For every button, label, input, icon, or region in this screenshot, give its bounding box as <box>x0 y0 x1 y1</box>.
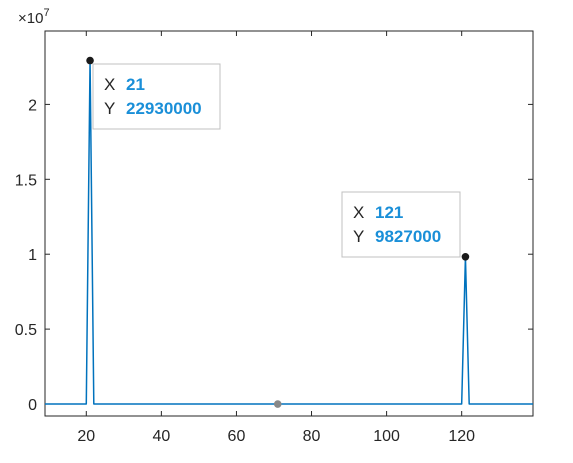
ticks-layer: 20 40 60 80 100 120 0 0.5 1 1.5 2 <box>15 31 533 445</box>
datatip-x-value: 21 <box>126 75 145 94</box>
x-tick-label: 80 <box>303 428 321 445</box>
markers-layer <box>86 56 470 408</box>
y-tick-label: 1 <box>28 247 37 264</box>
datatip-peak-2[interactable]: X 121 Y 9827000 <box>341 191 461 258</box>
y-exponent-power: 7 <box>43 7 49 19</box>
x-tick-label: 40 <box>152 428 170 445</box>
y-exponent-base: ×10 <box>18 10 43 27</box>
datatip-y-value: 9827000 <box>375 227 441 246</box>
datatip-x-key: X <box>104 75 115 94</box>
datatip-x-value: 121 <box>375 203 403 222</box>
x-tick-label: 120 <box>448 428 475 445</box>
datatip-y-key: Y <box>353 227 364 246</box>
datatip-y-key: Y <box>104 99 115 118</box>
y-tick-label: 0 <box>28 397 37 414</box>
y-tick-label: 1.5 <box>15 172 37 189</box>
y-tick-label: 0.5 <box>15 322 37 339</box>
datatip-x-key: X <box>353 203 364 222</box>
datatip-box <box>341 191 461 258</box>
x-tick-label: 20 <box>77 428 95 445</box>
datatip-box <box>92 63 221 130</box>
peak-point-marker[interactable] <box>86 56 94 65</box>
datatip-y-value: 22930000 <box>126 99 202 118</box>
y-exponent-label: ×107 <box>18 7 50 27</box>
x-tick-label: 100 <box>373 428 400 445</box>
cursor-point-marker[interactable] <box>273 400 282 408</box>
y-tick-label: 2 <box>28 97 37 114</box>
x-tick-label: 60 <box>228 428 246 445</box>
datatip-peak-1[interactable]: X 21 Y 22930000 <box>92 63 221 130</box>
peak-point-marker[interactable] <box>461 253 470 261</box>
